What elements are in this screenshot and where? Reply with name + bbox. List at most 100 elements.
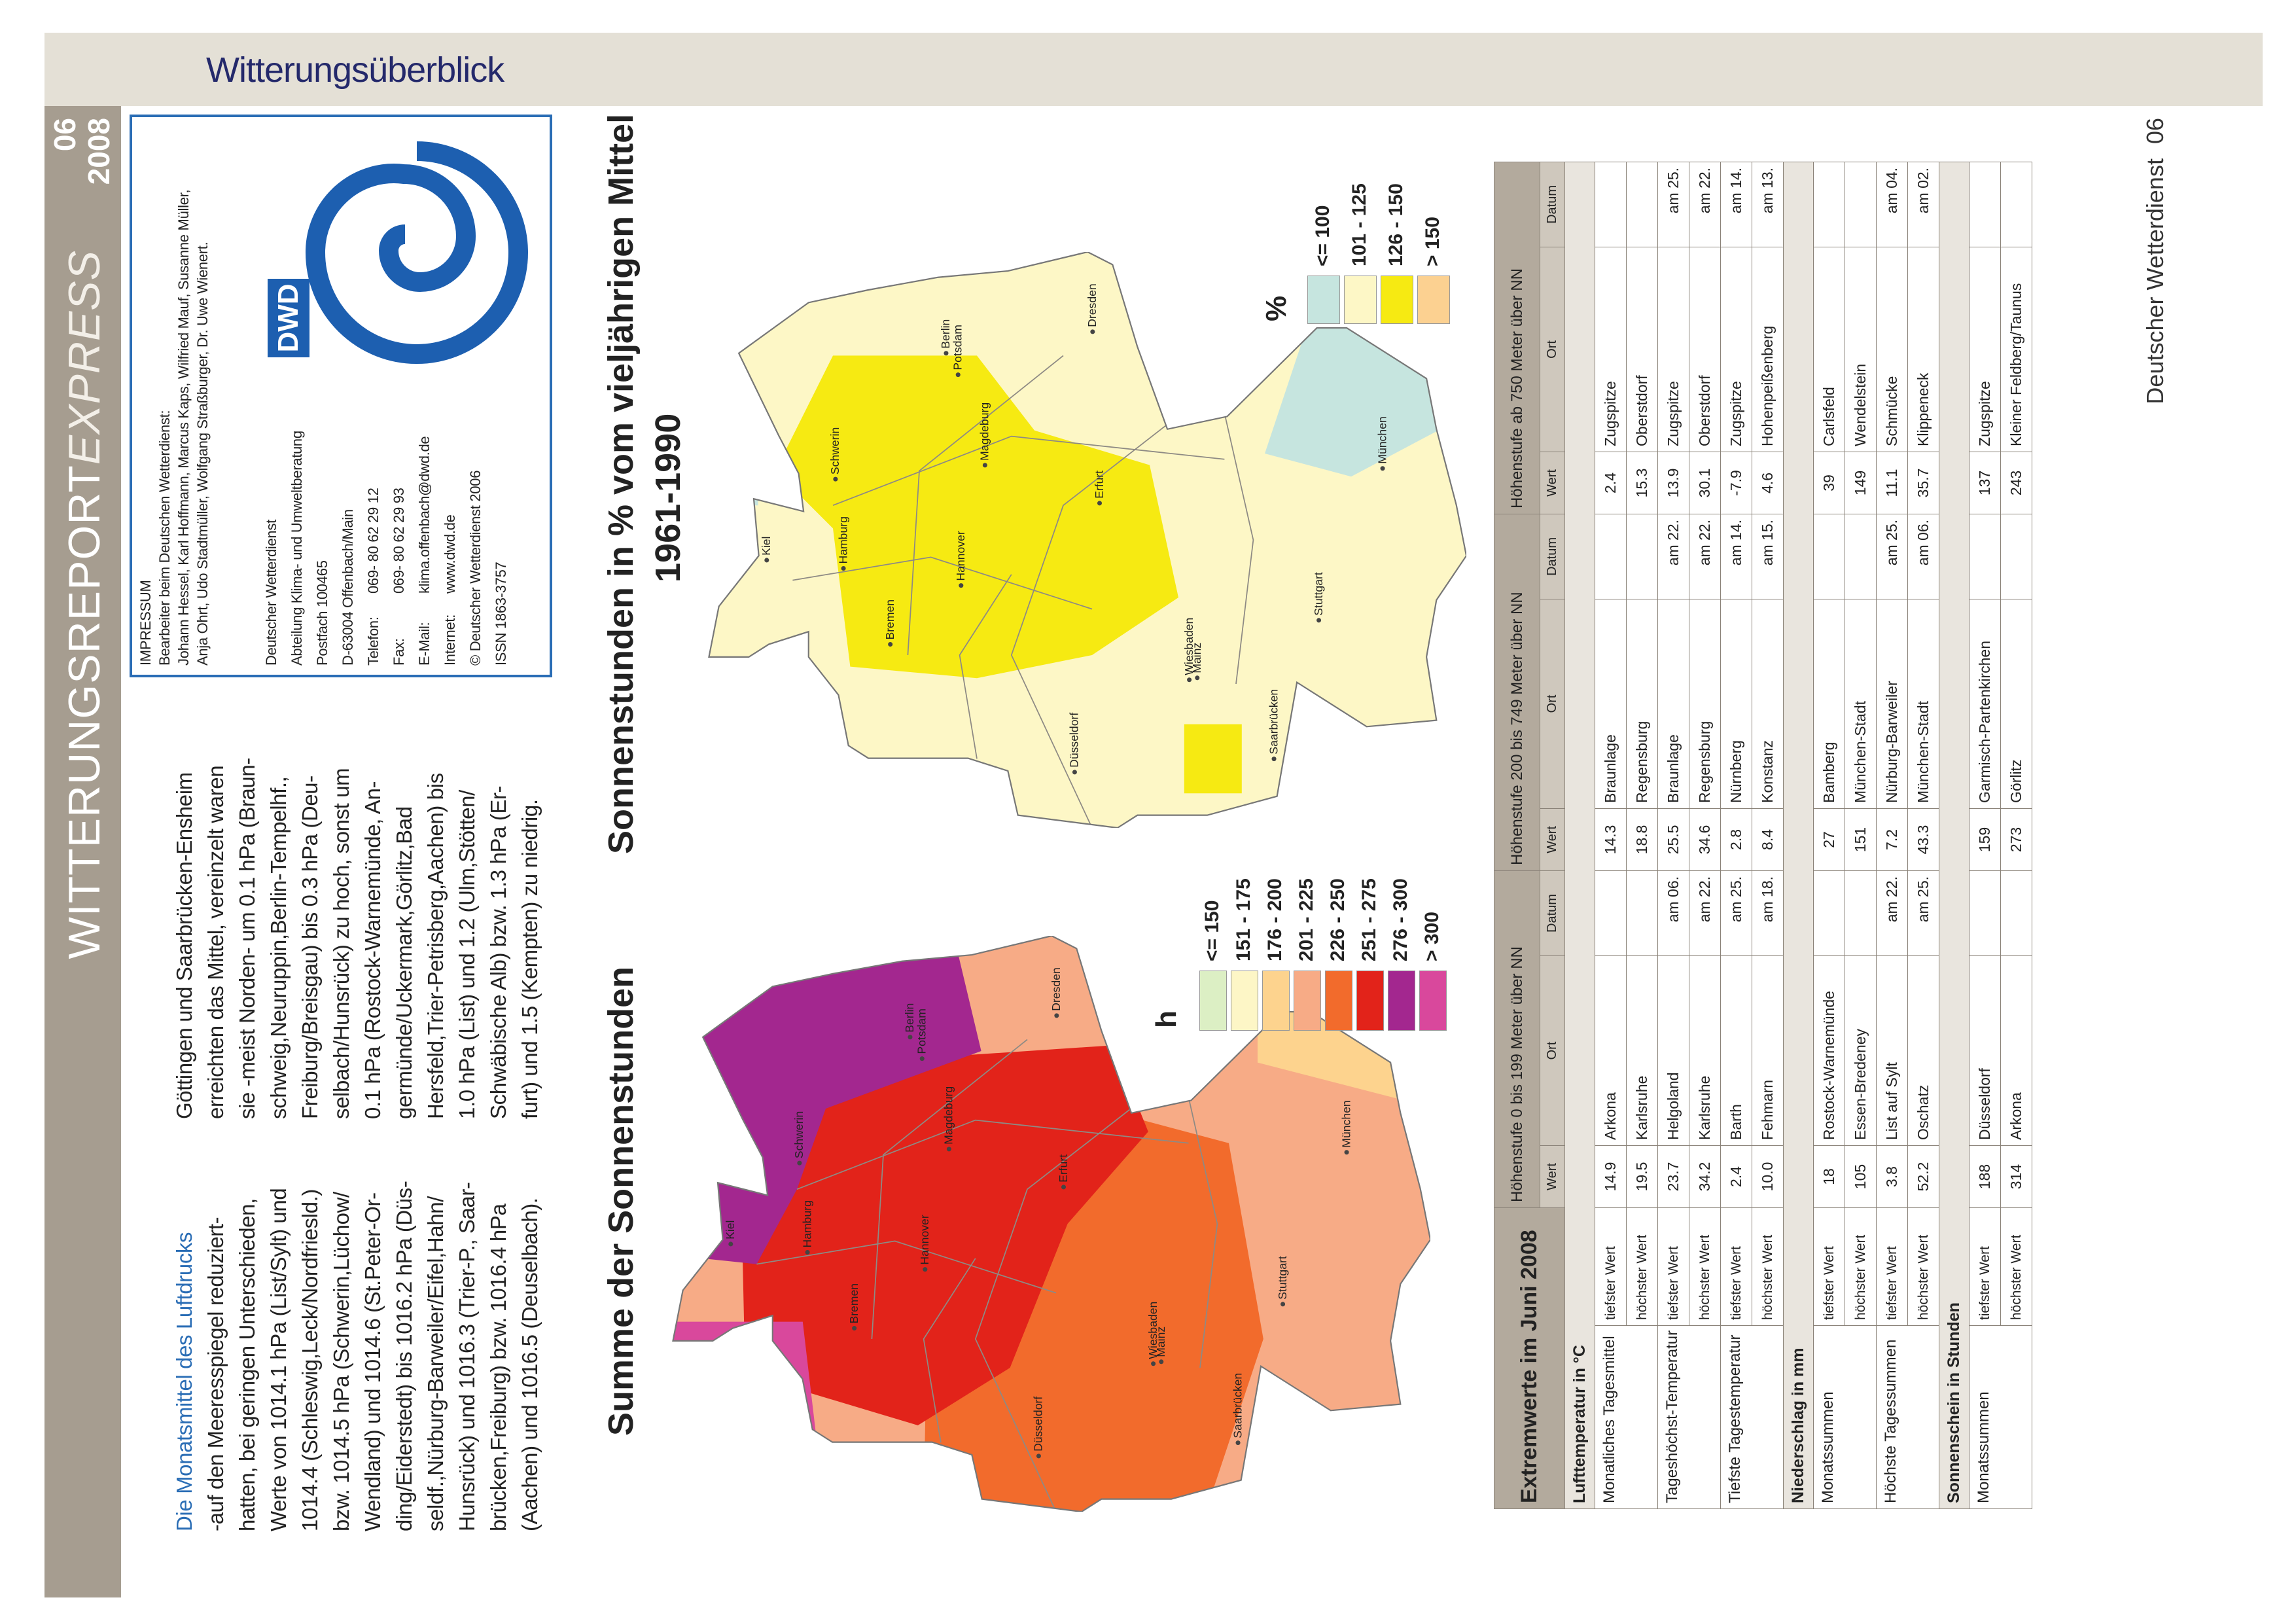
- city-dot: [923, 1267, 928, 1272]
- text-line: selbach/Hunsrück) zu hoch, sonst um: [329, 768, 353, 1119]
- city-label: Saarbrücken: [1267, 689, 1280, 755]
- city-label: Erfurt: [1093, 471, 1106, 499]
- legend-label: 176 - 200: [1264, 878, 1286, 961]
- cell-place: Oberstdorf: [1689, 247, 1721, 452]
- city-label: Kiel: [724, 1221, 737, 1240]
- cell-value: 25.5: [1657, 808, 1689, 871]
- cell-place: Hohenpeißenberg: [1752, 247, 1784, 452]
- city-dot: [1235, 1440, 1241, 1446]
- data-row: Monatssummen tiefster Wert 188 Düsseldorf 15…: [1969, 162, 2032, 1509]
- map-title: Summe der Sonnenstunden: [601, 966, 641, 1436]
- city-dot: [1380, 466, 1385, 471]
- city-dot: [919, 1056, 925, 1061]
- column-header: Wert: [1540, 808, 1565, 871]
- cell-place: Karlsruhe: [1626, 955, 1658, 1146]
- city-dot: [955, 372, 961, 378]
- section-row: Lufttemperatur in °C: [1564, 162, 1595, 1509]
- cell-place: Helgoland: [1657, 955, 1689, 1146]
- city-dot: [1072, 770, 1077, 775]
- text-line: seldf.,Nürburg-Barweiler/Eifel,Hahn/: [423, 1196, 448, 1531]
- row-label: Monatssummen: [1813, 1325, 1877, 1509]
- column-header: Ort: [1540, 599, 1565, 809]
- cell-value: 243: [2000, 452, 2032, 514]
- city-dot: [959, 583, 964, 588]
- text-line: sie -meist Norden- um 0.1 hPa (Braun-: [235, 758, 259, 1119]
- cell-place: Braunlage: [1657, 599, 1689, 809]
- city-dot: [1271, 757, 1277, 762]
- cell-value: 8.4: [1752, 808, 1784, 871]
- legend-swatch: [1294, 971, 1321, 1031]
- cell-date-empty: [1595, 514, 1627, 599]
- cell-value: 19.5: [1626, 1145, 1658, 1208]
- state-border: [959, 574, 1012, 759]
- logo-tab: [268, 279, 309, 357]
- column-header: Datum: [1540, 162, 1565, 247]
- column-header: Ort: [1540, 955, 1565, 1146]
- cell-value: 35.7: [1907, 452, 1939, 514]
- footer-page: 06: [2142, 118, 2168, 145]
- legend-swatch: [1325, 971, 1352, 1031]
- cell-place: München-Stadt: [1845, 599, 1877, 809]
- state-border: [1224, 413, 1254, 685]
- cell-place: Barth: [1720, 955, 1752, 1146]
- row-stat: tiefster Wert: [1969, 1207, 2001, 1326]
- section-row: Niederschlag in mm: [1783, 162, 1814, 1509]
- text-line: Werte von 1014.1 hPa (List/Sylt) und: [266, 1188, 291, 1531]
- city-dot: [852, 1326, 857, 1331]
- cell-date: am 25.: [1657, 162, 1689, 247]
- text-line: hatten, bei geringen Unterschieden,: [235, 1198, 259, 1531]
- cell-date-empty: [1845, 162, 1877, 247]
- legend-swatch: [1417, 276, 1450, 324]
- cell-place: Wendelstein: [1845, 247, 1877, 452]
- text-line: Wendland) und 1014.6 (St.Peter-Or-: [361, 1192, 385, 1531]
- cell-date-empty: [1813, 514, 1845, 599]
- text-column: Die Monatsmittel des Luftdrucks -auf den …: [169, 1181, 546, 1531]
- cell-value: 4.6: [1752, 452, 1784, 514]
- cell-place: Nürburg-Barweiler: [1876, 599, 1908, 809]
- cell-value: 273: [2000, 808, 2032, 871]
- impressum-editors: Johann Hessel, Karl Hoffmann, Marcus Kap…: [175, 189, 192, 666]
- row-label: Monatssummen: [1969, 1325, 2032, 1509]
- cell-value: 30.1: [1689, 452, 1721, 514]
- cell-value: 2.8: [1720, 808, 1752, 871]
- cell-date: am 25.: [1876, 514, 1908, 599]
- cell-date-empty: [1626, 870, 1658, 956]
- city-dot: [982, 463, 987, 468]
- cell-place: Braunlage: [1595, 599, 1627, 809]
- map-title: Sonnenstunden in % vom vieljährigen Mitt…: [601, 113, 641, 854]
- legend-label: 126 - 150: [1385, 183, 1407, 266]
- section-title: Lufttemperatur in °C: [1564, 162, 1595, 1509]
- city-label: Magdeburg: [942, 1086, 955, 1145]
- logo-spiral: [305, 141, 528, 364]
- data-row: Monatliches Tagesmittel tiefster Wert 14.9…: [1595, 162, 1658, 1509]
- legend-label: > 150: [1422, 217, 1443, 266]
- cell-date-empty: [2000, 870, 2032, 956]
- cell-date-empty: [1969, 514, 2001, 599]
- city-label: Dresden: [1086, 283, 1099, 327]
- contact-label: Fax:: [391, 638, 407, 666]
- extremes-table: Extremwerte im Juni 2008 Höhenstufe 0 bis…: [1494, 162, 2032, 1509]
- impressum-editors-heading: Bearbeiter beim Deutschen Wetterdienst:: [156, 410, 173, 666]
- cell-place: Bamberg: [1813, 599, 1845, 809]
- report-title-suffix: EXPRESS: [60, 250, 109, 465]
- state-border: [756, 1240, 1057, 1294]
- cell-place: Arkona: [2000, 955, 2032, 1146]
- column-header: Datum: [1540, 870, 1565, 956]
- group-header: Höhenstufe 0 bis 199 Meter über NN: [1494, 870, 1540, 1208]
- data-row: Tageshöchst-Temperatur tiefster Wert 23.7 H…: [1657, 162, 1721, 1509]
- group-header: Höhenstufe ab 750 Meter über NN: [1494, 162, 1540, 514]
- cell-place: List auf Sylt: [1876, 955, 1908, 1146]
- cell-date: am 22.: [1689, 870, 1721, 956]
- text-line: -auf den Meeresspiegel reduziert-: [203, 1217, 228, 1531]
- city-dot: [728, 1241, 733, 1247]
- map-region: [739, 1045, 1148, 1425]
- city-label: Hannover: [918, 1215, 931, 1264]
- contact-label: Internet:: [442, 614, 458, 666]
- cell-date: am 06.: [1907, 514, 1939, 599]
- dwd-logo: DWD: [268, 141, 528, 364]
- section-title: Sonnenschein in Stunden: [1939, 162, 1969, 1509]
- city-label: Saarbrücken: [1231, 1373, 1244, 1438]
- state-border: [796, 1119, 1189, 1190]
- cell-value: 2.4: [1595, 452, 1627, 514]
- cell-date-empty: [1813, 162, 1845, 247]
